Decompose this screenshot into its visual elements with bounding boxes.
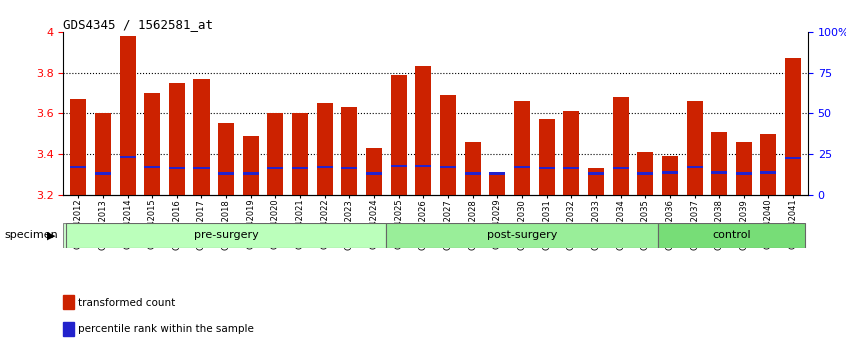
Bar — [391, 75, 407, 195]
Bar — [563, 111, 580, 195]
Text: percentile rank within the sample: percentile rank within the sample — [78, 324, 254, 335]
Bar — [342, 167, 357, 170]
Bar — [711, 132, 728, 195]
Bar — [366, 172, 382, 175]
Bar — [243, 136, 259, 195]
Bar — [736, 172, 752, 175]
Bar — [95, 172, 111, 175]
Bar — [415, 165, 431, 167]
Bar — [657, 223, 805, 248]
Bar — [686, 166, 702, 169]
Bar — [387, 223, 657, 248]
Text: GDS4345 / 1562581_at: GDS4345 / 1562581_at — [63, 18, 213, 31]
Bar — [514, 101, 530, 195]
Bar — [662, 171, 678, 173]
Text: pre-surgery: pre-surgery — [194, 230, 259, 240]
Bar — [736, 142, 752, 195]
Text: ▶: ▶ — [47, 230, 56, 240]
Bar — [316, 166, 332, 169]
Bar — [539, 119, 555, 195]
Bar — [391, 165, 407, 167]
Bar — [267, 167, 283, 170]
Bar — [366, 148, 382, 195]
Bar — [785, 157, 801, 159]
Bar — [70, 99, 86, 195]
Bar — [761, 133, 777, 195]
Bar — [563, 167, 580, 170]
Bar — [218, 124, 234, 195]
Text: transformed count: transformed count — [78, 298, 175, 308]
Bar — [194, 79, 210, 195]
Bar — [588, 172, 604, 175]
Bar — [292, 113, 308, 195]
Bar — [119, 36, 135, 195]
Bar — [489, 172, 505, 175]
Bar — [63, 322, 74, 336]
Bar — [464, 142, 481, 195]
Bar — [70, 166, 86, 169]
Bar — [489, 174, 505, 195]
Bar — [119, 156, 135, 158]
Bar — [711, 171, 728, 173]
Bar — [144, 166, 160, 169]
Bar — [218, 172, 234, 175]
Bar — [662, 156, 678, 195]
Bar — [761, 171, 777, 173]
Bar — [440, 166, 456, 169]
Bar — [267, 113, 283, 195]
Bar — [169, 83, 185, 195]
Bar — [514, 166, 530, 169]
Bar — [440, 95, 456, 195]
Bar — [539, 167, 555, 170]
Bar — [588, 168, 604, 195]
Bar — [637, 152, 653, 195]
Bar — [95, 113, 111, 195]
Bar — [169, 167, 185, 170]
Text: post-surgery: post-surgery — [486, 230, 558, 240]
Bar — [613, 167, 629, 170]
Bar — [415, 67, 431, 195]
Text: specimen: specimen — [4, 230, 58, 240]
Bar — [66, 223, 387, 248]
Bar — [63, 295, 74, 309]
Bar — [144, 93, 160, 195]
Bar — [342, 107, 357, 195]
Bar — [637, 172, 653, 175]
Bar — [292, 167, 308, 170]
Bar — [613, 97, 629, 195]
Text: control: control — [712, 230, 750, 240]
Bar — [316, 103, 332, 195]
Bar — [194, 167, 210, 170]
Bar — [686, 101, 702, 195]
Bar — [243, 172, 259, 175]
Bar — [464, 172, 481, 175]
Bar — [785, 58, 801, 195]
